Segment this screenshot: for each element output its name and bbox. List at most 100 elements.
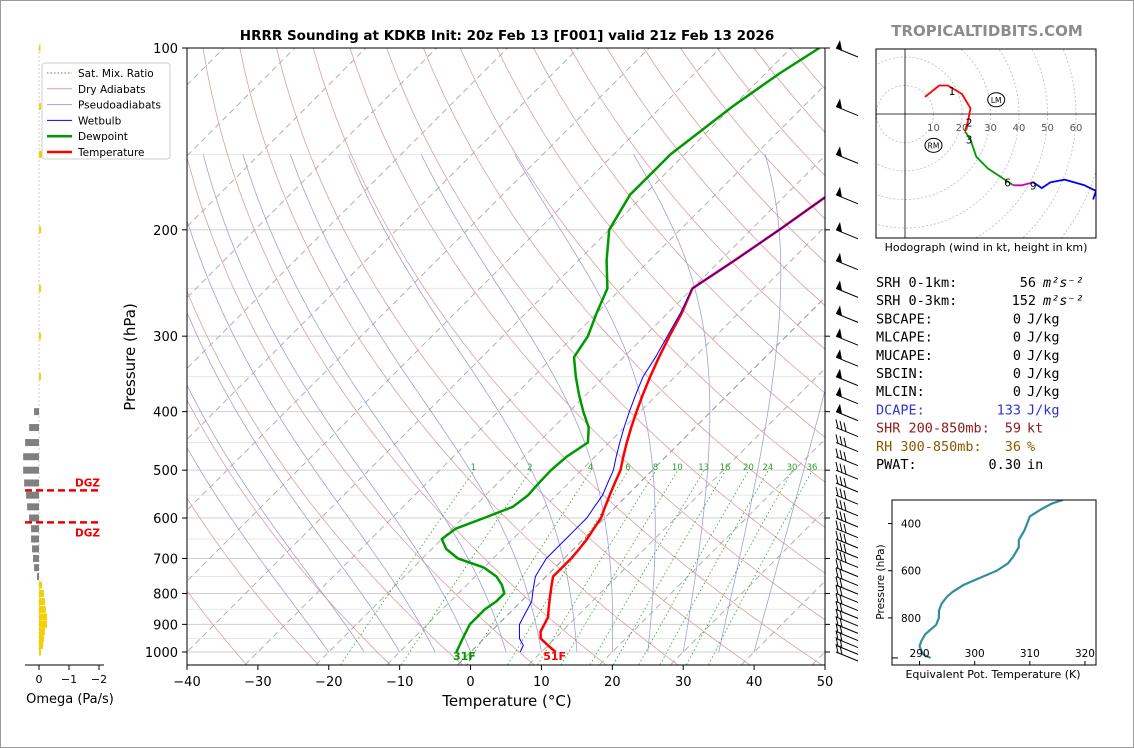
omega-bar-rising bbox=[23, 453, 39, 461]
dry-adiabat bbox=[496, 48, 825, 438]
omega-bar-sinking bbox=[39, 103, 41, 111]
wind-barb-feather bbox=[843, 465, 847, 475]
mixing-ratio-label: 4 bbox=[588, 463, 593, 473]
chart-title: HRRR Sounding at KDKB Init: 20z Feb 13 [… bbox=[240, 28, 774, 44]
wind-barb-staff bbox=[835, 427, 859, 438]
theta-e-plot bbox=[918, 500, 1064, 659]
skewt-background-lines bbox=[187, 48, 825, 665]
wind-barb-feather bbox=[839, 551, 843, 562]
x-tick-label: 30 bbox=[675, 675, 692, 690]
theta-e-y-axis-label: Pressure (hPa) bbox=[875, 544, 887, 619]
legend-label-sat-mix-ratio: Sat. Mix. Ratio bbox=[78, 68, 154, 80]
wind-barb-staff bbox=[835, 584, 859, 595]
omega-bar-sinking bbox=[39, 150, 42, 158]
y-tick-label: 200 bbox=[153, 224, 178, 239]
isotherm bbox=[811, 651, 825, 665]
isotherm bbox=[599, 438, 825, 665]
omega-bar-rising bbox=[23, 466, 39, 474]
omega-bar-rising bbox=[29, 424, 39, 432]
dry-adiabat bbox=[790, 48, 825, 90]
pseudoadiabat bbox=[187, 311, 401, 653]
pseudoadiabat bbox=[187, 446, 330, 653]
dry-adiabat bbox=[349, 48, 825, 621]
wind-barbs bbox=[835, 40, 859, 662]
dry-adiabat bbox=[569, 48, 825, 350]
hodograph-frame bbox=[875, 48, 1097, 239]
index-value-mlcin: 0 bbox=[1013, 384, 1021, 400]
isotherm bbox=[315, 155, 825, 665]
wind-barb-feather bbox=[839, 624, 843, 635]
wind-barb-feather bbox=[835, 448, 839, 458]
hodograph-ring-label: 60 bbox=[1070, 123, 1083, 134]
wind-barb-flag bbox=[836, 221, 842, 233]
legend: Sat. Mix. Ratio Dry Adiabats Pseudoadiabat… bbox=[41, 62, 171, 160]
wind-barb-feather bbox=[835, 434, 839, 444]
omega-bar-sinking bbox=[39, 628, 45, 636]
wind-barb-flag bbox=[836, 186, 842, 198]
hodograph-caption: Hodograph (wind in kt, height in km) bbox=[885, 241, 1088, 254]
dry-adiabat bbox=[187, 290, 463, 665]
index-value-pwat: 0.30 bbox=[988, 457, 1021, 473]
wind-barb-feather bbox=[835, 498, 839, 508]
isotherm bbox=[670, 509, 825, 665]
theta-e-y-tick-label: 400 bbox=[901, 519, 921, 531]
wind-barb-feather bbox=[843, 543, 847, 554]
pseudoadiabat bbox=[753, 389, 825, 653]
x-tick-label: 10 bbox=[533, 675, 550, 690]
wind-barb-feather bbox=[839, 532, 843, 542]
wind-barb-feather bbox=[839, 645, 843, 655]
x-tick-label: 20 bbox=[604, 675, 621, 690]
mixing-ratio-line bbox=[340, 469, 475, 665]
wind-barb-feather bbox=[839, 488, 843, 498]
wind-barb-feather bbox=[835, 630, 839, 640]
wind-barb-feather bbox=[843, 437, 847, 447]
index-unit-shr-200-850mb: kt bbox=[1027, 421, 1043, 437]
theta-e-x-tick-label: 310 bbox=[1020, 648, 1040, 660]
storm-motion-marker bbox=[924, 137, 943, 153]
index-value-sbcin: 0 bbox=[1013, 366, 1021, 382]
wind-barb-staff bbox=[835, 482, 859, 493]
skewt-x-axis-label: Temperature (°C) bbox=[441, 692, 571, 710]
wind-barb-feather bbox=[839, 638, 843, 648]
mixing-ratio-line bbox=[612, 469, 726, 665]
index-unit-sbcape: J/kg bbox=[1027, 311, 1060, 327]
hodograph-height-label: 1 bbox=[949, 86, 956, 98]
wind-barb-feather bbox=[839, 610, 843, 620]
theta-e-y-tick-label: 600 bbox=[901, 566, 921, 578]
hodograph-ring-label: 30 bbox=[984, 123, 997, 134]
isotherm bbox=[386, 226, 825, 665]
wind-barb-feather bbox=[843, 553, 847, 563]
wind-barb-flag bbox=[836, 386, 842, 398]
wind-barb-feather bbox=[835, 559, 839, 569]
wind-barb-feather bbox=[835, 576, 839, 587]
wind-barb-feather bbox=[835, 520, 839, 530]
isotherm bbox=[187, 48, 721, 582]
wind-barb-feather bbox=[839, 602, 843, 612]
surface-dewpoint-label: 31F bbox=[453, 650, 476, 663]
wind-barb-feather bbox=[835, 419, 839, 429]
index-label-mlcin: MLCIN: bbox=[876, 384, 925, 400]
hodograph-segment bbox=[924, 84, 972, 132]
dry-adiabat bbox=[187, 399, 391, 665]
wind-barb-feather bbox=[843, 451, 847, 461]
theta-e-axes: 290 300 310 320 400 600 800 bbox=[888, 519, 1095, 665]
skewt-y-axis-label: Pressure (hPa) bbox=[121, 303, 139, 411]
index-value-mucape: 0 bbox=[1013, 348, 1021, 364]
y-tick-label: 900 bbox=[153, 618, 178, 633]
x-tick-label: −10 bbox=[386, 675, 413, 690]
wind-barb-feather bbox=[843, 501, 847, 512]
mixing-ratio-line bbox=[507, 469, 629, 665]
hodograph-ring-label: 20 bbox=[956, 123, 969, 134]
mixing-ratio-line bbox=[466, 469, 592, 665]
dry-adiabat bbox=[187, 155, 535, 665]
dry-adiabat bbox=[386, 48, 825, 574]
wind-barb-staff bbox=[835, 517, 859, 528]
surface-temperature-label: 51F bbox=[543, 650, 566, 663]
hodograph-plot: 10 20 30 40 50 60 1 2 3 6 9 LM RM bbox=[876, 49, 1096, 238]
wind-barb-staff bbox=[835, 528, 859, 539]
wind-barb-staff bbox=[835, 442, 859, 453]
x-tick-label: 40 bbox=[746, 675, 763, 690]
pseudoadiabat bbox=[420, 154, 613, 653]
hodograph-height-label: 3 bbox=[966, 135, 973, 147]
zero-isotherm bbox=[457, 296, 825, 665]
